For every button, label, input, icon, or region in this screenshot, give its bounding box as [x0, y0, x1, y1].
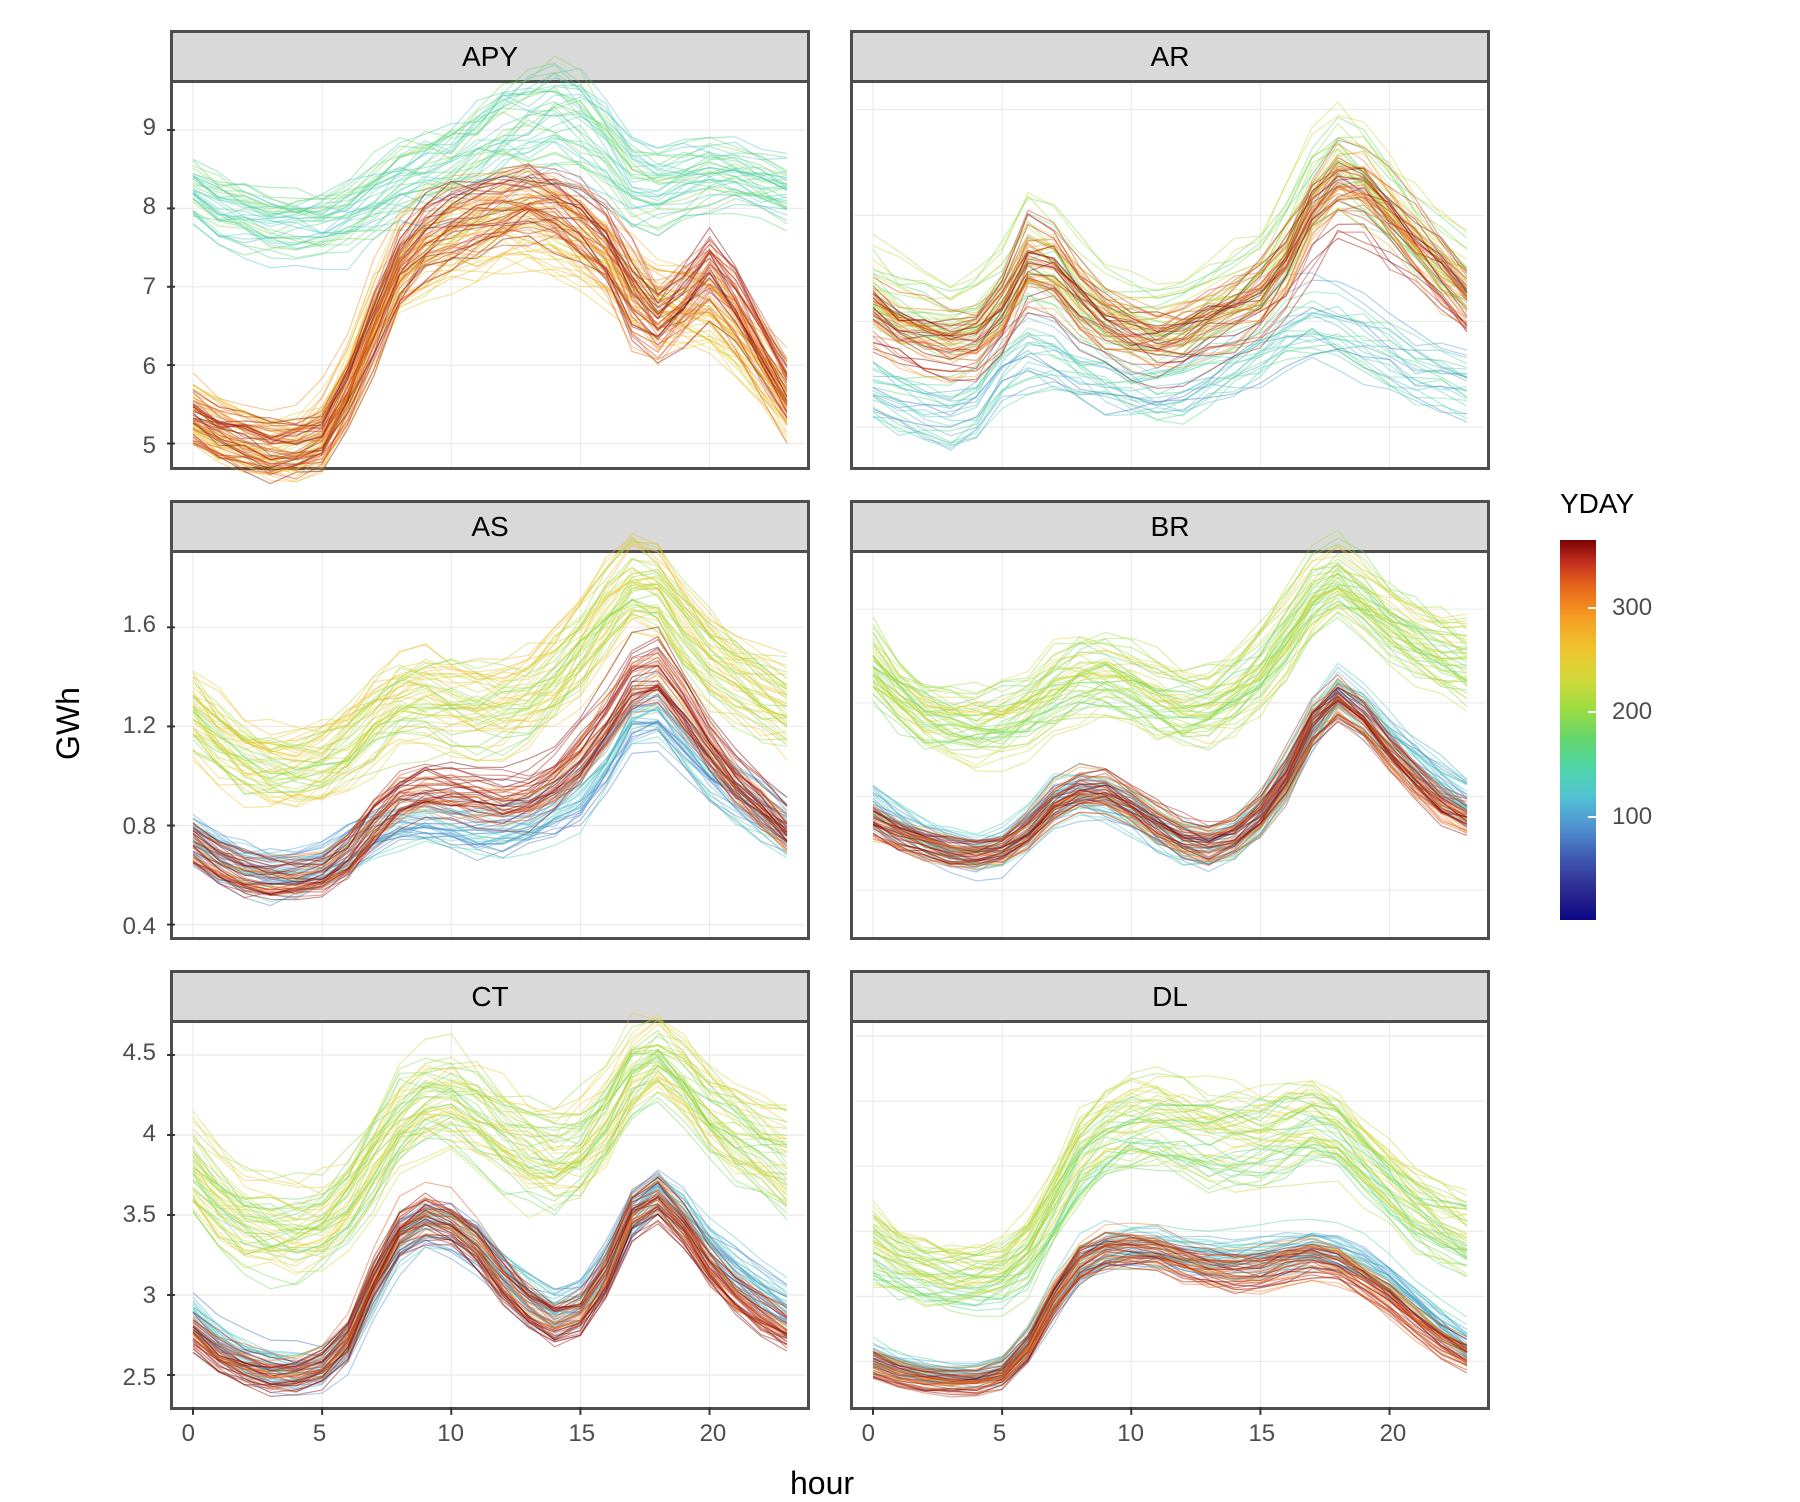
panel-svg — [173, 83, 807, 467]
panel-strip: DL — [850, 970, 1490, 1020]
y-tick-label: 4 — [143, 1120, 156, 1148]
x-tick-label: 5 — [313, 1420, 326, 1448]
x-tick-label: 0 — [862, 1420, 875, 1448]
panel-strip-label: AR — [1151, 41, 1190, 73]
legend-tick — [1588, 607, 1596, 609]
y-tick-label: 0.4 — [123, 913, 156, 941]
x-tick-label: 10 — [437, 1420, 464, 1448]
x-tick-label: 20 — [700, 1420, 727, 1448]
colorbar — [1560, 540, 1596, 920]
y-tick-label: 4.5 — [123, 1039, 156, 1067]
panel-svg — [173, 553, 807, 937]
panel-strip-label: APY — [462, 41, 518, 73]
x-tick-label: 10 — [1117, 1420, 1144, 1448]
panel-plot-area — [170, 1020, 810, 1410]
legend-tick — [1588, 816, 1596, 818]
y-tick-label: 0.8 — [123, 813, 156, 841]
colorbar-legend: YDAY 100200300 — [1560, 500, 1716, 940]
x-tick-label: 0 — [182, 1420, 195, 1448]
y-tick-label: 5 — [143, 432, 156, 460]
panel-plot-area — [170, 80, 810, 470]
panel-CT: CT2.533.544.505101520 — [170, 970, 810, 1410]
panel-strip: BR — [850, 500, 1490, 550]
y-tick-label: 3.5 — [123, 1201, 156, 1229]
panel-BR: BR — [850, 500, 1490, 940]
legend-tick — [1588, 711, 1596, 713]
panel-strip-label: DL — [1152, 981, 1188, 1013]
panel-strip: APY — [170, 30, 810, 80]
x-tick-label: 20 — [1380, 1420, 1407, 1448]
legend-tick-label: 300 — [1612, 594, 1652, 622]
panel-strip-label: BR — [1151, 511, 1190, 543]
legend-tick-label: 200 — [1612, 698, 1652, 726]
y-tick-label: 3 — [143, 1282, 156, 1310]
panel-strip-label: AS — [471, 511, 508, 543]
y-tick-label: 1.2 — [123, 712, 156, 740]
y-tick-label: 7 — [143, 273, 156, 301]
panel-strip: AS — [170, 500, 810, 550]
panel-AR: AR — [850, 30, 1490, 470]
y-axis-title: GWh — [50, 687, 87, 760]
panel-svg — [853, 83, 1487, 467]
panel-AS: AS0.40.81.21.6 — [170, 500, 810, 940]
y-tick-label: 8 — [143, 193, 156, 221]
panel-DL: DL05101520 — [850, 970, 1490, 1410]
panel-strip-label: CT — [471, 981, 508, 1013]
x-axis-title: hour — [790, 1465, 854, 1502]
panel-plot-area — [850, 1020, 1490, 1410]
facet-line-chart: APY56789ARAS0.40.81.21.6BRCT2.533.544.50… — [0, 0, 1800, 1500]
legend-title: YDAY — [1560, 488, 1634, 520]
panel-strip: CT — [170, 970, 810, 1020]
x-tick-label: 5 — [993, 1420, 1006, 1448]
panel-plot-area — [850, 80, 1490, 470]
panel-svg — [173, 1023, 807, 1407]
panel-grid: APY56789 AR AS0.40.81.21.6 BR CT2.533.544.50… — [170, 30, 1490, 1410]
y-tick-label: 9 — [143, 114, 156, 142]
y-tick-label: 1.6 — [123, 611, 156, 639]
panel-svg — [853, 1023, 1487, 1407]
x-tick-label: 15 — [568, 1420, 595, 1448]
y-tick-label: 6 — [143, 353, 156, 381]
panel-strip: AR — [850, 30, 1490, 80]
panel-APY: APY56789 — [170, 30, 810, 470]
y-tick-label: 2.5 — [123, 1364, 156, 1392]
panel-plot-area — [170, 550, 810, 940]
panel-svg — [853, 553, 1487, 937]
panel-plot-area — [850, 550, 1490, 940]
legend-tick-label: 100 — [1612, 803, 1652, 831]
x-tick-label: 15 — [1248, 1420, 1275, 1448]
